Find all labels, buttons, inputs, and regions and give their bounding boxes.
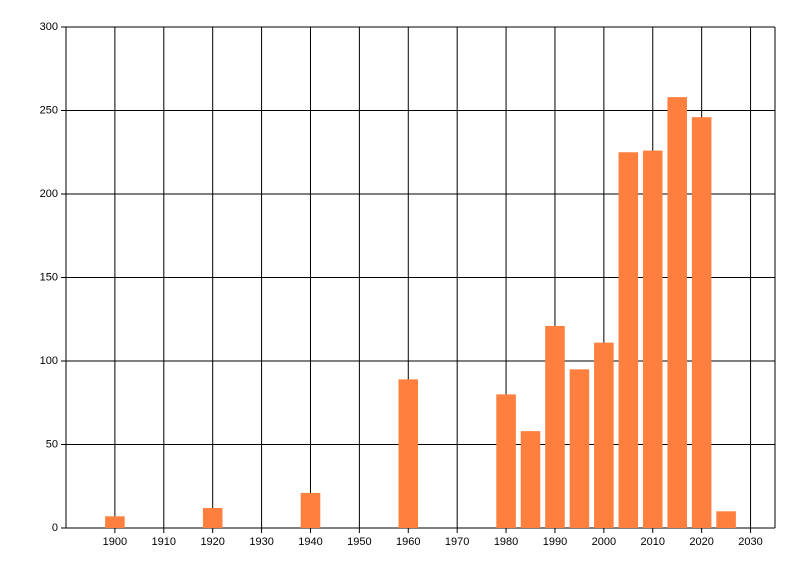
bar [300, 492, 321, 528]
x-tick-label: 1980 [494, 536, 518, 548]
bar [520, 431, 541, 528]
y-tick-label: 250 [40, 104, 58, 116]
bar [716, 511, 736, 528]
y-tick-label: 100 [40, 355, 58, 367]
bar [594, 342, 614, 528]
y-tick-label: 50 [46, 438, 58, 450]
x-tick-label: 1930 [249, 536, 273, 548]
bar [618, 152, 639, 528]
bar [667, 97, 687, 528]
x-tick-label: 1950 [347, 536, 371, 548]
x-tick-label: 1920 [200, 536, 224, 548]
y-tick-label: 0 [52, 522, 58, 534]
x-tick-label: 2020 [689, 536, 713, 548]
x-tick-label: 1970 [445, 536, 469, 548]
x-tick-label: 2000 [592, 536, 616, 548]
x-tick-label: 1990 [543, 536, 567, 548]
x-tick-label: 2030 [738, 536, 762, 548]
x-tick-label: 1960 [396, 536, 420, 548]
x-tick-label: 1940 [298, 536, 322, 548]
bar [202, 507, 223, 528]
x-tick-label: 1900 [103, 536, 127, 548]
bar [545, 325, 565, 528]
x-tick-label: 2010 [641, 536, 665, 548]
x-tick-label: 1910 [152, 536, 176, 548]
bar [691, 117, 712, 529]
bar [105, 516, 125, 528]
bar [569, 369, 590, 528]
bar [398, 379, 419, 528]
y-tick-label: 200 [40, 188, 58, 200]
bar [642, 150, 663, 528]
y-tick-label: 300 [40, 21, 58, 33]
y-tick-label: 150 [40, 271, 58, 283]
bar [496, 394, 516, 528]
